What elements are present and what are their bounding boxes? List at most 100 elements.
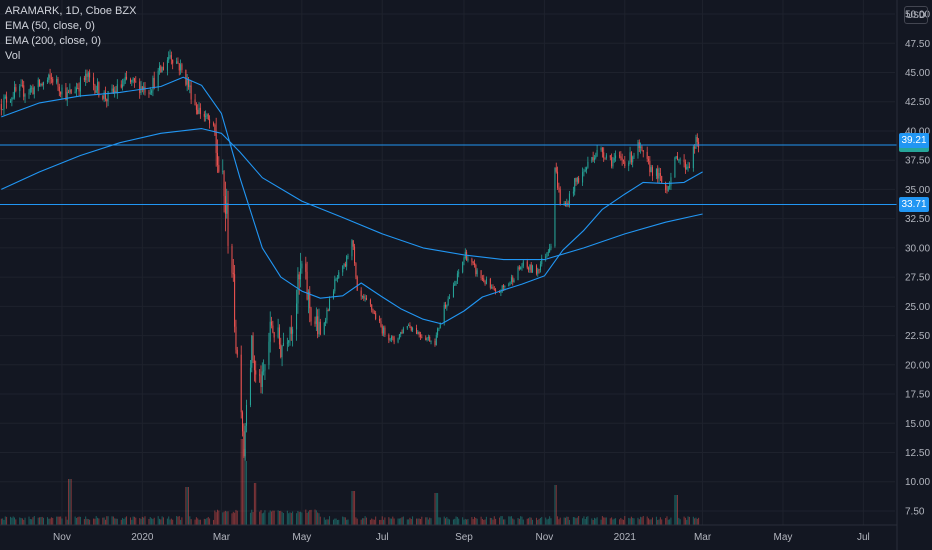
volume-bar — [532, 519, 534, 525]
volume-bar — [243, 449, 245, 525]
candle-body — [111, 88, 113, 92]
volume-bar — [28, 516, 30, 525]
x-tick-label: 2020 — [131, 532, 154, 543]
volume-bar — [352, 491, 354, 525]
candle-body — [522, 261, 524, 267]
candle-body — [89, 72, 91, 78]
y-tick-label: 25.00 — [905, 302, 930, 313]
volume-bar — [389, 518, 391, 525]
candle-body — [103, 92, 105, 99]
volume-bar — [347, 519, 349, 525]
volume-bar — [199, 519, 201, 525]
volume-bar — [670, 517, 672, 525]
candle-body — [178, 63, 180, 71]
candle-body — [273, 332, 275, 338]
candle-body — [29, 87, 31, 93]
candle-body — [474, 263, 476, 265]
candle-body — [521, 266, 523, 268]
horizontal-lines[interactable] — [0, 144, 897, 206]
candle-body — [329, 298, 331, 311]
candle-body — [19, 86, 21, 92]
candle-body — [158, 66, 160, 71]
candle-body — [172, 59, 174, 64]
candle-body — [131, 80, 133, 83]
candle-body — [301, 263, 303, 269]
volume-bar — [102, 517, 104, 525]
candle-body — [242, 412, 244, 432]
candle-body — [282, 343, 284, 347]
candle-body — [667, 186, 669, 191]
candle-body — [354, 246, 356, 264]
volume-bar — [203, 518, 205, 525]
volume-bar — [495, 518, 497, 525]
legend-symbol[interactable]: ARAMARK, 1D, Cboe BZX — [5, 5, 137, 17]
volume-bar — [129, 517, 131, 525]
candle-body — [427, 337, 429, 339]
candle-body — [365, 297, 367, 300]
price-tag[interactable]: 33.71 — [899, 197, 929, 212]
candle-body — [280, 344, 282, 358]
volume-bar — [698, 517, 700, 525]
candle-body — [139, 81, 141, 94]
volume-bar — [629, 518, 631, 525]
candle-body — [28, 92, 30, 95]
volume-bar — [186, 487, 188, 525]
volume-bar — [185, 487, 187, 525]
candle-body — [600, 147, 602, 150]
candle-body — [480, 270, 482, 278]
candle-body — [549, 248, 551, 252]
candle-body — [23, 85, 25, 97]
candle-body — [292, 329, 294, 334]
volume-bar — [695, 517, 697, 525]
volume-bar — [305, 509, 307, 525]
volume-bar — [292, 511, 294, 525]
volume-bar — [269, 510, 271, 525]
ema200-line — [1, 128, 703, 261]
y-tick-label: 22.50 — [905, 331, 930, 342]
candle-body — [70, 89, 72, 94]
volume-bar — [547, 518, 549, 525]
legend-ema50[interactable]: EMA (50, close, 0) — [5, 20, 95, 32]
candle-body — [310, 308, 312, 322]
candle-body — [106, 99, 108, 102]
candle-body — [107, 91, 109, 102]
volume-bar — [226, 511, 228, 525]
volume-bar — [379, 519, 381, 525]
x-tick-label: Nov — [53, 532, 71, 543]
candle-body — [226, 202, 228, 214]
volume-bar — [214, 510, 216, 525]
volume-bar — [46, 517, 48, 525]
volume-bar — [529, 517, 531, 525]
candle-body — [512, 277, 514, 283]
candle-body — [50, 77, 52, 79]
candle-body — [696, 136, 698, 142]
volume-bar — [301, 512, 303, 525]
volume-bar — [11, 517, 13, 525]
candle-body — [269, 321, 271, 342]
volume-bar — [290, 512, 292, 525]
candle-body — [290, 327, 292, 334]
y-tick-label: 35.00 — [905, 185, 930, 196]
volume-bar — [32, 517, 34, 525]
volume-bar — [197, 518, 199, 525]
volume-bar — [603, 517, 605, 525]
currency-label[interactable]: USD — [904, 6, 928, 24]
price-tag[interactable]: 39.21 — [899, 132, 929, 148]
candle-body — [57, 78, 59, 87]
candle-body — [439, 322, 441, 329]
volume-bar — [471, 517, 473, 525]
volume-bar — [77, 517, 79, 525]
y-tick-label: 17.50 — [905, 390, 930, 401]
candle-body — [120, 84, 122, 88]
volume-bar — [518, 518, 520, 525]
candle-body — [584, 169, 586, 171]
candle-body — [149, 92, 151, 94]
candle-body — [375, 313, 377, 319]
legend-vol[interactable]: Vol — [5, 50, 21, 62]
candle-body — [74, 91, 76, 94]
volume-bar — [33, 516, 35, 525]
legend-ema200[interactable]: EMA (200, close, 0) — [5, 35, 101, 47]
volume-bar — [559, 517, 561, 525]
volume-bar — [310, 509, 312, 525]
